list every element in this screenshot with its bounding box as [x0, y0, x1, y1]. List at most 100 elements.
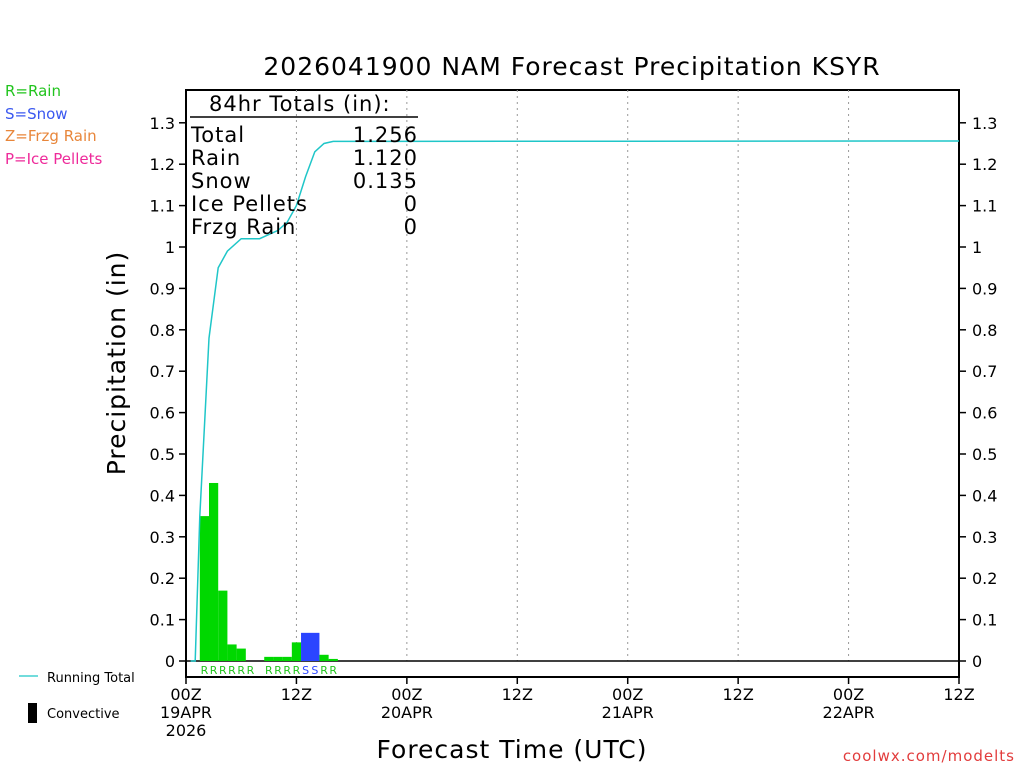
legend-rain: R=Rain — [5, 82, 61, 100]
precip-bar-rain — [209, 482, 219, 661]
totals-row-value: 1.256 — [353, 123, 418, 147]
running-total-layer — [190, 140, 960, 662]
y-tick-label: 1 — [165, 238, 175, 257]
y-tick-label-right: 0.6 — [972, 404, 997, 423]
totals-row-value: 0 — [404, 192, 418, 216]
x-tick-label: 12Z — [502, 685, 533, 704]
y-tick-label-right: 1 — [972, 238, 982, 257]
x-axis-label: Forecast Time (UTC) — [377, 735, 648, 764]
totals-row-label: Rain — [191, 146, 241, 170]
y-tick-label: 0.2 — [150, 569, 175, 588]
precip-bar-rain — [328, 658, 338, 661]
precip-bar-rain — [227, 644, 237, 661]
y-tick-label-right: 0.3 — [972, 528, 997, 547]
ptype-label-rain: R — [329, 664, 337, 677]
totals-row-value: 0.135 — [353, 169, 418, 193]
totals-row-label: Ice Pellets — [191, 192, 308, 216]
y-tick-label-right: 0.5 — [972, 445, 997, 464]
y-tick-label-right: 0.8 — [972, 321, 997, 340]
y-tick-label: 0.3 — [150, 528, 175, 547]
ptype-label-rain: R — [320, 664, 328, 677]
legend-snow: S=Snow — [5, 105, 68, 123]
x-tick-label: 2026 — [166, 721, 207, 740]
precip-bar-rain — [218, 590, 228, 661]
ptype-label-rain: R — [265, 664, 273, 677]
y-tick-label-right: 0.1 — [972, 611, 997, 630]
ptype-label-rain: R — [293, 664, 301, 677]
x-tick-label: 12Z — [281, 685, 312, 704]
y-tick-label-right: 0.2 — [972, 569, 997, 588]
precip-bar-rain — [273, 656, 283, 661]
y-tick-label-right: 1.1 — [972, 197, 997, 216]
totals-header: 84hr Totals (in): — [209, 92, 391, 116]
ptype-label-rain: R — [247, 664, 255, 677]
ptype-label-rain: R — [283, 664, 291, 677]
y-tick-label: 1.1 — [150, 197, 175, 216]
x-tick-label: 00Z — [612, 685, 643, 704]
grid — [186, 90, 959, 662]
y-axis-ticks: 0 00.1 0.10.2 0.20.3 0.30.4 0.40.5 0.50.6 0.60.… — [150, 114, 998, 671]
x-tick-label: 12Z — [722, 685, 753, 704]
precip-bar-snow — [301, 632, 320, 661]
ptype-label-rain: R — [274, 664, 282, 677]
precip-bar-rain — [199, 516, 210, 661]
ptype-label-rain: R — [210, 664, 218, 677]
totals-row-value: 1.120 — [353, 146, 418, 170]
ptype-label-rain: R — [237, 664, 245, 677]
y-tick-label: 0.8 — [150, 321, 175, 340]
plot-frame — [185, 89, 960, 678]
y-tick-label: 0 — [165, 652, 175, 671]
ptype-legend: R=Rain S=Snow Z=Frzg Rain P=Ice Pellets — [5, 82, 102, 168]
x-tick-label: 20APR — [381, 703, 433, 722]
watermark: coolwx.com/modelts — [843, 747, 1015, 765]
ptype-label-snow: S — [311, 664, 318, 677]
chart-title: 2026041900 NAM Forecast Precipitation KS… — [263, 52, 880, 81]
y-tick-label-right: 1.2 — [972, 155, 997, 174]
running-total-legend-label: Running Total — [47, 671, 135, 686]
y-tick-label-right: 0 — [972, 652, 982, 671]
totals-row-value: 0 — [404, 215, 418, 239]
y-tick-label: 0.5 — [150, 445, 175, 464]
x-tick-label: 00Z — [170, 685, 201, 704]
totals-box: 84hr Totals (in): Total 1.256 Rain 1.120 Sno… — [190, 92, 418, 239]
ptype-label-rain: R — [201, 664, 209, 677]
x-tick-label: 00Z — [391, 685, 422, 704]
y-tick-label: 0.9 — [150, 279, 175, 298]
convective-legend-label: Convective — [47, 707, 120, 722]
precip-bar-rain — [319, 654, 329, 661]
x-tick-label: 19APR — [160, 703, 212, 722]
y-tick-label-right: 0.4 — [972, 486, 997, 505]
x-tick-label: 12Z — [943, 685, 974, 704]
y-tick-label-right: 1.3 — [972, 114, 997, 133]
convective-legend-swatch — [28, 703, 37, 723]
totals-row-label: Frzg Rain — [191, 215, 296, 239]
ptype-label-snow: S — [302, 664, 309, 677]
precip-bar-rain — [291, 642, 302, 661]
x-tick-label: 22APR — [823, 703, 875, 722]
y-tick-label-right: 0.7 — [972, 362, 997, 381]
precip-bar-rain — [236, 648, 246, 661]
legend-ice-pellets: P=Ice Pellets — [5, 150, 102, 168]
y-tick-label: 0.7 — [150, 362, 175, 381]
x-tick-label: 21APR — [602, 703, 654, 722]
y-tick-label: 1.2 — [150, 155, 175, 174]
ptype-label-rain: R — [228, 664, 236, 677]
precip-bar-rain — [264, 656, 274, 661]
y-tick-label-right: 0.9 — [972, 279, 997, 298]
precip-bar-rain — [282, 656, 292, 661]
y-axis-label: Precipitation (in) — [102, 251, 131, 476]
ptype-label-rain: R — [219, 664, 227, 677]
totals-row-label: Total — [190, 123, 245, 147]
totals-row-label: Snow — [191, 169, 252, 193]
precip-bars — [199, 482, 338, 661]
y-tick-label: 1.3 — [150, 114, 175, 133]
running-total-line — [190, 140, 960, 662]
y-tick-label: 0.6 — [150, 404, 175, 423]
y-tick-label: 0.1 — [150, 611, 175, 630]
x-tick-label: 00Z — [833, 685, 864, 704]
y-tick-label: 0.4 — [150, 486, 175, 505]
legend-frzg-rain: Z=Frzg Rain — [5, 127, 97, 145]
